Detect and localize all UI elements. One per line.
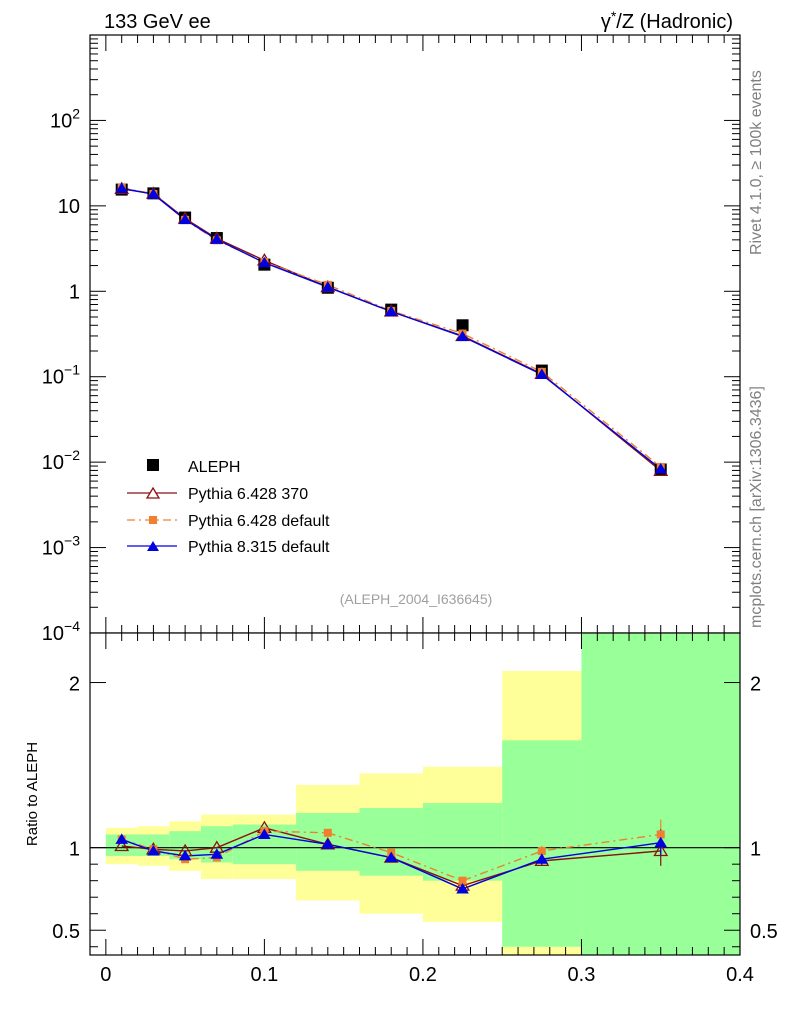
ratio-axis-ticks xyxy=(90,633,741,955)
ratio-point-pythia8 xyxy=(210,848,224,859)
main-line-pythia8 xyxy=(121,187,662,470)
ratio-x-tick-label: 0.4 xyxy=(726,964,754,986)
ratio-y-tick-label-left: 2 xyxy=(69,674,80,696)
main-point-pythia8 xyxy=(147,188,160,199)
ratio-x-tick-label: 0.3 xyxy=(568,964,596,986)
legend-label-pythia6-default: Pythia 6.428 default xyxy=(188,513,330,530)
ratio-line-pythia6-default xyxy=(121,830,661,882)
ratio-line-pythia8 xyxy=(121,833,661,890)
main-y-tick-label: 10−2 xyxy=(42,447,80,474)
main-y-tick-labels: 10−4 10−3 10−2 10−1 1 10 102 xyxy=(42,105,80,645)
ratio-point-pythia8 xyxy=(147,844,160,856)
ratio-band-inner xyxy=(502,740,582,947)
ratio-y-tick-label-right: 1 xyxy=(750,839,761,861)
legend-label-aleph: ALEPH xyxy=(188,459,240,476)
legend-label-pythia8: Pythia 8.315 default xyxy=(188,539,330,556)
ratio-x-tick-label: 0.2 xyxy=(409,964,437,986)
ratio-point-pythia8 xyxy=(321,838,335,849)
main-panel-background xyxy=(90,35,740,633)
ratio-point-pythia6-default xyxy=(323,828,332,837)
ratio-point-pythia8 xyxy=(258,828,271,839)
ratio-point-pythia6-default xyxy=(537,846,546,855)
ratio-x-tick-label: 0 xyxy=(100,964,111,986)
main-point-pythia8 xyxy=(384,305,398,316)
ratio-x-tick-label: 0.1 xyxy=(250,964,278,986)
main-panel: 10−4 10−3 10−2 10−1 1 10 102 (ALEPH_2004_I6366… xyxy=(42,34,741,645)
ratio-y-tick-label-right: 2 xyxy=(750,674,761,696)
ratio-point-pythia8 xyxy=(535,853,549,864)
main-y-tick-label: 1 xyxy=(69,281,80,303)
ratio-y-tick-label-right: 0.5 xyxy=(750,921,778,943)
main-line-pythia6-default xyxy=(121,187,662,468)
ratio-point-pythia6-370 xyxy=(653,843,669,857)
ratio-panel: 0.5 0.5 1 1 2 2 0 0.1 0.2 0.3 0.4 Ratio to ALEPH xyxy=(24,632,778,986)
main-point-pythia8 xyxy=(115,182,129,193)
ratio-y-axis-label: Ratio to ALEPH xyxy=(24,742,41,846)
main-point-data xyxy=(456,319,469,332)
legend-label-pythia6-370: Pythia 6.428 370 xyxy=(188,486,308,503)
main-axis-ticks xyxy=(90,35,741,634)
ratio-point-pythia6-370 xyxy=(114,838,130,852)
legend-marker-pythia6-370 xyxy=(145,486,161,499)
ratio-point-pythia8 xyxy=(115,833,129,844)
main-point-pythia8 xyxy=(535,368,549,380)
main-point-pythia8 xyxy=(321,281,335,292)
legend-marker-pythia6-default xyxy=(149,516,157,524)
main-point-pythia8 xyxy=(456,330,469,341)
ratio-point-pythia8 xyxy=(178,849,192,861)
main-y-tick-label: 10−3 xyxy=(42,533,80,560)
ratio-y-tick-label-left: 0.5 xyxy=(52,921,80,943)
ratio-y-tick-label-left: 1 xyxy=(69,839,80,861)
ratio-point-pythia6-default xyxy=(458,876,467,885)
main-point-pythia8 xyxy=(654,463,668,474)
legend-marker-pythia8 xyxy=(147,541,159,551)
mcplots-label: mcplots.cern.ch [arXiv:1306.3436] xyxy=(748,386,765,628)
main-point-pythia8 xyxy=(178,213,192,225)
main-y-tick-label: 10−1 xyxy=(42,362,80,389)
ratio-point-pythia8 xyxy=(654,836,668,848)
header-right: γ*/Z (Hadronic) xyxy=(601,8,733,33)
ratio-panel-frame xyxy=(89,632,741,956)
ratio-band-inner xyxy=(422,803,503,881)
ratio-series xyxy=(114,819,669,894)
header-left: 133 GeV ee xyxy=(104,11,211,33)
ratio-tick-labels: 0.5 0.5 1 1 2 2 0 0.1 0.2 0.3 0.4 xyxy=(52,674,778,986)
legend: ALEPH Pythia 6.428 370 Pythia 6.428 defa… xyxy=(127,459,330,556)
rivet-version-label: Rivet 4.1.0, ≥ 100k events xyxy=(748,70,765,255)
main-y-tick-label: 10 xyxy=(58,196,80,218)
ratio-point-pythia6-default xyxy=(656,830,665,839)
ratio-band-inner xyxy=(581,633,740,955)
ratio-point-pythia8 xyxy=(384,851,398,863)
main-point-pythia8 xyxy=(258,256,271,268)
main-series xyxy=(114,181,669,477)
legend-marker-aleph xyxy=(147,459,159,471)
ratio-band-inner xyxy=(105,834,138,856)
main-y-tick-label: 10−4 xyxy=(42,618,80,645)
ratio-line-pythia6-370 xyxy=(121,827,661,887)
analysis-label: (ALEPH_2004_I636645) xyxy=(340,591,493,607)
main-point-pythia8 xyxy=(210,233,224,244)
main-y-tick-label: 102 xyxy=(50,105,80,132)
ratio-band-inner xyxy=(359,808,423,876)
ratio-point-pythia8 xyxy=(456,882,469,894)
